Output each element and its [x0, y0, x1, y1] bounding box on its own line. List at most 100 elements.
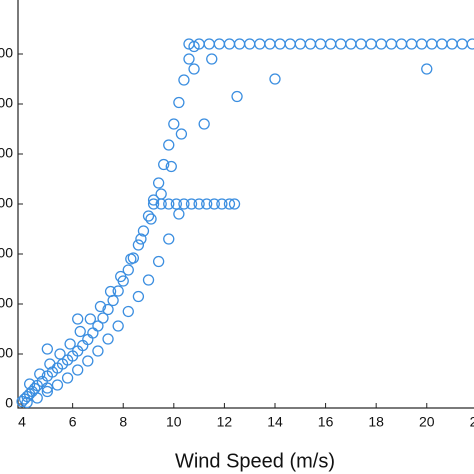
x-tick-label: 8: [119, 414, 127, 430]
point: [170, 198, 182, 210]
point: [132, 239, 145, 251]
point: [82, 355, 94, 367]
point: [115, 270, 127, 283]
point: [112, 285, 124, 297]
point: [165, 160, 177, 173]
y-tick-label: 3000: [0, 245, 13, 261]
point: [102, 303, 114, 316]
point: [254, 38, 266, 50]
point: [72, 313, 84, 325]
point: [41, 382, 53, 394]
point: [155, 198, 167, 210]
point: [304, 38, 317, 50]
y-tick-label: 4000: [0, 195, 13, 211]
x-tick-label: 4: [18, 414, 26, 430]
point: [64, 338, 76, 350]
point: [216, 198, 228, 210]
point: [208, 198, 220, 210]
point: [416, 38, 428, 50]
point: [137, 225, 150, 237]
point: [213, 38, 225, 50]
point: [145, 213, 157, 225]
point: [201, 198, 213, 210]
point: [426, 38, 438, 50]
x-tick-label: 18: [368, 414, 384, 430]
y-tick-label: 0: [5, 395, 13, 411]
x-axis-title: Wind Speed (m/s): [175, 450, 335, 472]
x-tick-label: 20: [419, 414, 435, 430]
point: [284, 38, 296, 50]
point: [152, 255, 165, 268]
point: [385, 38, 398, 50]
point: [125, 253, 137, 265]
point: [97, 312, 109, 324]
point: [178, 74, 190, 86]
point: [23, 378, 36, 390]
point: [183, 53, 195, 65]
point: [51, 379, 64, 391]
point: [158, 158, 170, 171]
point: [72, 364, 84, 376]
point: [269, 73, 281, 85]
point: [223, 198, 236, 210]
point: [231, 90, 243, 103]
point: [112, 320, 124, 332]
point: [147, 198, 160, 210]
point: [193, 198, 205, 210]
point: [203, 38, 215, 50]
point: [365, 38, 377, 50]
point: [185, 198, 198, 210]
x-tick-label: 14: [267, 414, 283, 430]
point: [375, 38, 387, 50]
point: [41, 343, 53, 355]
point: [206, 53, 218, 65]
point: [142, 274, 155, 286]
y-tick-label: 7000: [0, 45, 13, 61]
point: [142, 210, 155, 222]
point: [228, 198, 241, 210]
point: [84, 313, 96, 325]
point: [173, 208, 185, 220]
point: [155, 188, 167, 200]
y-tick-label: 2000: [0, 295, 13, 311]
point: [54, 348, 66, 360]
x-tick-label: 22: [470, 414, 474, 430]
y-tick-label: 6000: [0, 95, 13, 111]
point: [34, 368, 46, 380]
point: [168, 118, 180, 130]
point: [61, 372, 74, 384]
point: [405, 38, 418, 50]
point: [21, 396, 33, 409]
point: [188, 63, 200, 75]
point: [198, 118, 210, 130]
point: [436, 38, 448, 50]
point: [163, 233, 175, 245]
point: [223, 38, 236, 50]
point: [152, 177, 165, 189]
point: [264, 38, 276, 50]
x-tick-label: 6: [69, 414, 77, 430]
point: [74, 325, 86, 338]
point: [345, 38, 357, 50]
x-tick-label: 16: [318, 414, 334, 430]
point: [233, 38, 246, 50]
point: [87, 327, 99, 339]
point: [178, 198, 190, 210]
x-tick-label: 10: [166, 414, 182, 430]
plot-frame: [17, 0, 474, 409]
point: [122, 305, 134, 318]
point: [466, 38, 474, 50]
point: [132, 290, 145, 303]
point: [135, 233, 147, 245]
point: [102, 333, 114, 345]
point: [244, 38, 256, 50]
point: [324, 38, 337, 50]
point: [314, 38, 327, 50]
point: [41, 385, 53, 398]
point: [446, 38, 458, 50]
point: [122, 264, 134, 276]
point: [335, 38, 347, 50]
y-tick-label: 1000: [0, 345, 13, 361]
point: [163, 198, 175, 210]
